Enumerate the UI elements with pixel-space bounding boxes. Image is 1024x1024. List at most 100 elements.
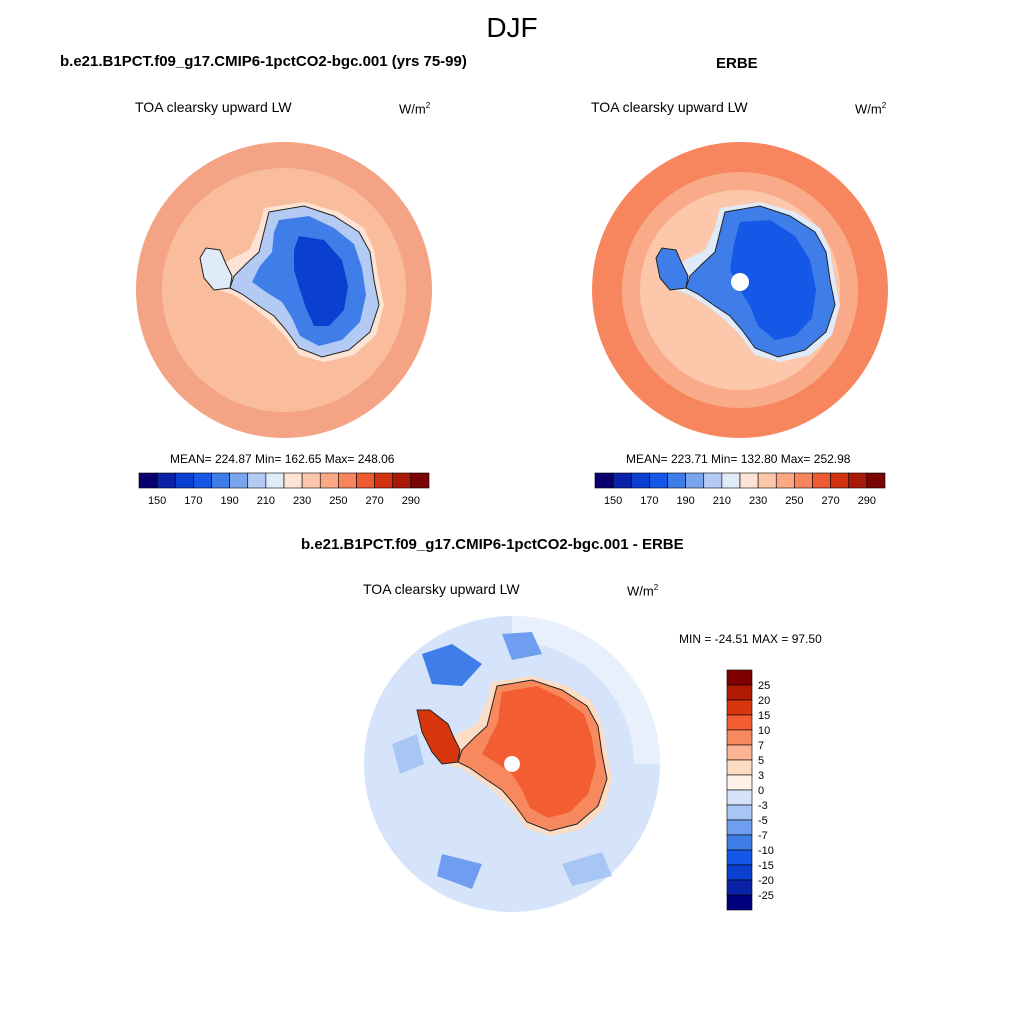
diff-pole-hole xyxy=(504,756,520,772)
obs-colorbar-swatch xyxy=(757,472,777,489)
obs-colorbar-tick-label: 270 xyxy=(821,495,839,507)
model-colorbar-tick-label: 170 xyxy=(184,495,202,507)
diff-colorbar-tick-label: -20 xyxy=(758,875,774,887)
diff-colorbar-swatch xyxy=(726,894,753,911)
model-panel-title: b.e21.B1PCT.f09_g17.CMIP6-1pctCO2-bgc.00… xyxy=(60,53,467,70)
diff-colorbar-tick-label: -3 xyxy=(758,800,768,812)
model-colorbar-swatch xyxy=(338,472,357,489)
diff-colorbar-tick-label: 10 xyxy=(758,725,770,737)
model-colorbar-tick-label: 290 xyxy=(402,495,420,507)
obs-units-label: W/m2 xyxy=(855,101,887,117)
model-colorbar-swatch xyxy=(410,472,430,489)
diff-colorbar-swatch xyxy=(726,699,753,716)
obs-panel-title: ERBE xyxy=(716,55,758,72)
diff-colorbar-tick-label: -7 xyxy=(758,830,768,842)
model-colorbar-swatch xyxy=(374,472,394,489)
diff-units-label: W/m2 xyxy=(627,583,659,599)
diff-colorbar-swatch xyxy=(726,819,753,836)
model-variable-label: TOA clearsky upward LW xyxy=(135,99,292,115)
obs-colorbar-tick-label: 230 xyxy=(749,495,767,507)
obs-peninsula xyxy=(655,247,689,291)
diff-colorbar-swatch xyxy=(726,834,753,851)
model-colorbar-swatch xyxy=(211,472,230,489)
obs-ice-sheet-core xyxy=(730,220,816,340)
diff-panel-title: b.e21.B1PCT.f09_g17.CMIP6-1pctCO2-bgc.00… xyxy=(301,536,684,553)
model-stats: MEAN= 224.87 Min= 162.65 Max= 248.06 xyxy=(170,452,395,466)
diff-colorbar-swatch xyxy=(726,879,753,896)
model-colorbar-swatch xyxy=(247,472,267,489)
diff-colorbar: 25 20 15 10 7 5 3 0 -3 -5 -7 -10 -15 -20 -25 xyxy=(726,669,774,911)
diff-ocean-neg-1 xyxy=(422,644,482,686)
obs-colorbar-swatch xyxy=(721,472,741,489)
obs-colorbar-swatch xyxy=(794,472,813,489)
diff-colorbar-tick-label: 3 xyxy=(758,770,764,782)
diff-colorbar-swatch xyxy=(726,849,753,866)
obs-colorbar-tick-label: 210 xyxy=(713,495,731,507)
diff-colorbar-swatch xyxy=(726,744,753,761)
obs-variable-label: TOA clearsky upward LW xyxy=(591,99,748,115)
obs-colorbar-tick-label: 170 xyxy=(640,495,658,507)
model-colorbar-swatch xyxy=(319,472,339,489)
model-colorbar-tick-label: 230 xyxy=(293,495,311,507)
diff-colorbar-swatch xyxy=(726,864,753,881)
obs-colorbar-swatch xyxy=(775,472,795,489)
obs-colorbar-tick-label: 190 xyxy=(676,495,694,507)
diff-colorbar-tick-label: 7 xyxy=(758,740,764,752)
obs-colorbar-tick-label: 290 xyxy=(858,495,876,507)
diff-colorbar-swatch xyxy=(726,714,753,731)
obs-colorbar-swatch xyxy=(612,472,632,489)
model-colorbar-swatch xyxy=(174,472,194,489)
obs-colorbar-swatch xyxy=(739,472,759,489)
model-colorbar-swatch xyxy=(301,472,321,489)
diff-ice-sheet-mid xyxy=(482,686,596,818)
obs-colorbar-swatch xyxy=(812,472,831,489)
obs-stats: MEAN= 223.71 Min= 132.80 Max= 252.98 xyxy=(626,452,851,466)
model-colorbar-swatch xyxy=(392,472,412,489)
diff-colorbar-tick-label: -25 xyxy=(758,890,774,902)
diff-colorbar-tick-label: 25 xyxy=(758,680,770,692)
model-colorbar-swatch xyxy=(138,472,158,489)
diff-ocean-neg-3 xyxy=(392,734,424,774)
diff-colorbar-swatch xyxy=(726,774,753,791)
diff-peninsula xyxy=(416,709,461,765)
obs-colorbar-tick-label: 250 xyxy=(785,495,803,507)
model-colorbar: 150 170 190 210 230 250 270 290 xyxy=(138,472,430,507)
diff-colorbar-tick-label: 5 xyxy=(758,755,764,767)
model-colorbar-tick-label: 190 xyxy=(220,495,238,507)
diff-colorbar-tick-label: 20 xyxy=(758,695,770,707)
model-colorbar-tick-label: 210 xyxy=(257,495,275,507)
diff-colorbar-swatch xyxy=(726,804,753,821)
diff-colorbar-swatch xyxy=(726,729,753,746)
diff-colorbar-tick-label: -5 xyxy=(758,815,768,827)
diff-ocean-neg-2 xyxy=(502,632,542,660)
obs-pole-hole xyxy=(731,273,749,291)
model-colorbar-swatch xyxy=(229,472,249,489)
diff-colorbar-swatch xyxy=(726,759,753,776)
obs-colorbar-swatch xyxy=(630,472,650,489)
diff-colorbar-swatch xyxy=(726,789,753,806)
diff-colorbar-tick-label: 0 xyxy=(758,785,764,797)
obs-colorbar-swatch xyxy=(703,472,723,489)
obs-map xyxy=(592,142,888,438)
diff-ocean-neg-4 xyxy=(437,854,482,889)
model-ice-sheet-core xyxy=(294,236,348,326)
obs-colorbar-swatch xyxy=(830,472,850,489)
diff-colorbar-tick-label: 15 xyxy=(758,710,770,722)
obs-colorbar-swatch xyxy=(848,472,868,489)
model-colorbar-swatch xyxy=(356,472,375,489)
model-peninsula xyxy=(199,247,233,291)
model-colorbar-swatch xyxy=(265,472,285,489)
model-colorbar-tick-label: 150 xyxy=(148,495,166,507)
obs-colorbar-swatch xyxy=(866,472,886,489)
diff-colorbar-swatch xyxy=(726,684,753,701)
model-colorbar-swatch xyxy=(156,472,176,489)
diff-ocean-neg-5 xyxy=(562,852,612,886)
obs-colorbar-swatch xyxy=(594,472,614,489)
diff-map xyxy=(364,616,660,912)
obs-colorbar-swatch xyxy=(667,472,686,489)
diff-colorbar-swatch xyxy=(726,669,753,686)
obs-colorbar-swatch xyxy=(685,472,705,489)
model-colorbar-tick-label: 270 xyxy=(365,495,383,507)
diff-colorbar-tick-label: -15 xyxy=(758,860,774,872)
obs-colorbar-swatch xyxy=(649,472,668,489)
